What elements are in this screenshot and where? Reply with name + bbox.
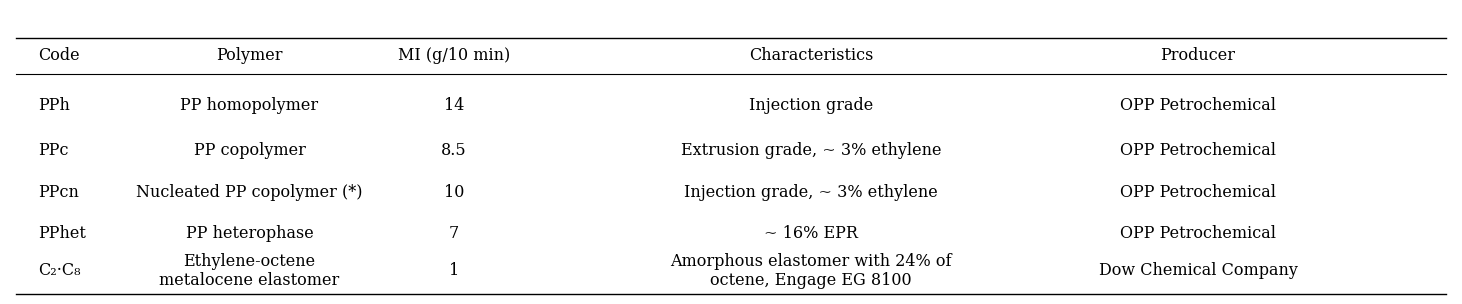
Text: ~ 16% EPR: ~ 16% EPR — [765, 225, 858, 242]
Text: Nucleated PP copolymer (*): Nucleated PP copolymer (*) — [136, 184, 363, 201]
Text: Injection grade: Injection grade — [749, 97, 873, 114]
Text: 7: 7 — [449, 225, 459, 242]
Text: Dow Chemical Company: Dow Chemical Company — [1098, 262, 1297, 279]
Text: C₂·C₈: C₂·C₈ — [38, 262, 80, 279]
Text: Amorphous elastomer with 24% of
octene, Engage EG 8100: Amorphous elastomer with 24% of octene, … — [671, 253, 952, 289]
Text: OPP Petrochemical: OPP Petrochemical — [1120, 142, 1276, 159]
Text: PP heterophase: PP heterophase — [186, 225, 313, 242]
Text: Polymer: Polymer — [216, 47, 282, 64]
Text: 10: 10 — [443, 184, 463, 201]
Text: PPcn: PPcn — [38, 184, 79, 201]
Text: Producer: Producer — [1161, 47, 1235, 64]
Text: PP copolymer: PP copolymer — [193, 142, 306, 159]
Text: 1: 1 — [449, 262, 459, 279]
Text: Characteristics: Characteristics — [749, 47, 873, 64]
Text: Ethylene-octene
metalocene elastomer: Ethylene-octene metalocene elastomer — [159, 253, 339, 289]
Text: Injection grade, ~ 3% ethylene: Injection grade, ~ 3% ethylene — [684, 184, 939, 201]
Text: OPP Petrochemical: OPP Petrochemical — [1120, 184, 1276, 201]
Text: PPhet: PPhet — [38, 225, 86, 242]
Text: OPP Petrochemical: OPP Petrochemical — [1120, 97, 1276, 114]
Text: Code: Code — [38, 47, 79, 64]
Text: PPh: PPh — [38, 97, 70, 114]
Text: 8.5: 8.5 — [442, 142, 466, 159]
Text: Extrusion grade, ~ 3% ethylene: Extrusion grade, ~ 3% ethylene — [681, 142, 942, 159]
Text: 14: 14 — [443, 97, 463, 114]
Text: OPP Petrochemical: OPP Petrochemical — [1120, 225, 1276, 242]
Text: MI (g/10 min): MI (g/10 min) — [398, 47, 510, 64]
Text: PP homopolymer: PP homopolymer — [180, 97, 319, 114]
Text: PPc: PPc — [38, 142, 69, 159]
